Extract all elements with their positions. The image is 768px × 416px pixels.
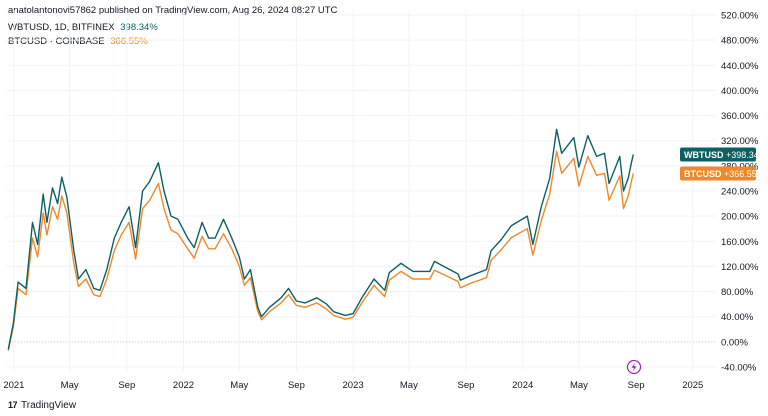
y-tick-label: 400.00%	[721, 86, 759, 97]
chart-series-layer	[7, 128, 634, 351]
legend-symbol-wbtusd: WBTUSD, 1D, BITFINEX	[8, 22, 115, 33]
y-tick-label: 320.00%	[721, 136, 759, 147]
last-value-labels: WBTUSD +398.34% BTCUSD +366.55%	[680, 147, 767, 181]
y-tick-label: 160.00%	[721, 237, 759, 248]
chart-byline: anatolantonovi57862 published on Trading…	[8, 5, 338, 16]
x-tick-label: May	[570, 380, 588, 391]
tradingview-footer[interactable]: 17 TradingView	[8, 399, 76, 411]
last-value-label-btcusd: BTCUSD +366.55%	[680, 166, 765, 181]
last-value-text: WBTUSD +398.34%	[684, 150, 767, 160]
x-tick-label: Sep	[288, 380, 305, 391]
y-tick-label: 200.00%	[721, 212, 759, 223]
x-axis: 2021 May Sep 2022 May Sep 2023 May Sep 2024 May Sep…	[3, 380, 703, 391]
y-tick-label: 240.00%	[721, 187, 759, 198]
y-tick-label: 360.00%	[721, 111, 759, 122]
y-tick-label: -40.00%	[721, 362, 757, 373]
last-value-label-wbtusd: WBTUSD +398.34%	[680, 147, 767, 162]
legend-row-wbtusd[interactable]: WBTUSD, 1D, BITFINEX 398.34%	[8, 21, 158, 35]
last-value-text: BTCUSD +366.55%	[684, 169, 765, 179]
y-tick-label: 480.00%	[721, 36, 759, 47]
x-tick-label: 2025	[682, 380, 703, 391]
y-tick-label: 40.00%	[721, 312, 754, 323]
legend-change-btcusd: 366.55%	[110, 35, 148, 47]
tradingview-brand: TradingView	[21, 399, 77, 411]
series-line-btcusd	[7, 150, 634, 351]
x-tick-label: Sep	[458, 380, 475, 391]
y-tick-label: 80.00%	[721, 287, 754, 298]
x-tick-label: Sep	[628, 380, 645, 391]
y-tick-label: 120.00%	[721, 262, 759, 273]
x-tick-label: 2023	[343, 380, 364, 391]
x-tick-label: 2024	[512, 380, 533, 391]
legend-change-wbtusd: 398.34%	[120, 22, 158, 33]
tradingview-logo-icon: 17	[8, 400, 18, 410]
y-tick-label: 440.00%	[721, 61, 759, 72]
x-tick-label: May	[230, 380, 248, 391]
x-tick-label: Sep	[118, 380, 135, 391]
y-tick-label: 0.00%	[721, 337, 748, 348]
y-axis: 520.00% 480.00% 440.00% 400.00% 360.00% 320.0…	[721, 11, 759, 374]
alert-lightning-icon[interactable]	[626, 359, 642, 375]
series-line-wbtusd	[7, 128, 634, 350]
chart-legend: WBTUSD, 1D, BITFINEX 398.34% BTCUSD · CO…	[8, 21, 158, 48]
legend-symbol-btcusd: BTCUSD · COINBASE	[8, 35, 105, 47]
x-tick-label: May	[61, 380, 79, 391]
y-tick-label: 520.00%	[721, 11, 759, 22]
legend-row-btcusd[interactable]: BTCUSD · COINBASE 366.55%	[8, 35, 158, 49]
x-tick-label: 2021	[3, 380, 24, 391]
chart-grid	[6, 10, 716, 372]
x-tick-label: May	[400, 380, 418, 391]
x-tick-label: 2022	[173, 380, 194, 391]
